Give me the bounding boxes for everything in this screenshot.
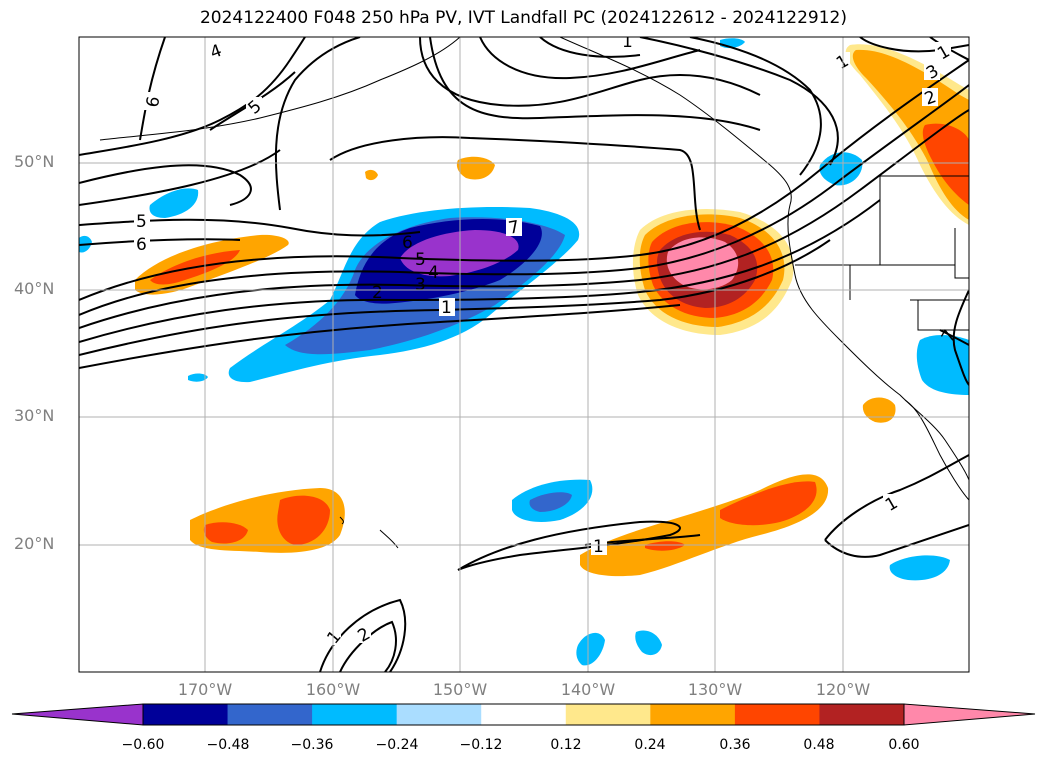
colorbar-box	[396, 704, 482, 725]
colorbar-tick: −0.48	[206, 737, 250, 753]
lat-label-20n: 20°N	[14, 534, 55, 553]
colorbar-tick: −0.12	[459, 737, 503, 753]
contour-labels: 4 6 5 5 6 7 6 5 4 3 2 1 1 1 1 2 1 3 2 1 …	[134, 32, 961, 648]
colorbar-box	[650, 704, 736, 725]
lon-label-160w: 160°W	[305, 680, 361, 699]
colorbar-tick: 0.60	[888, 737, 920, 753]
map-frame	[78, 36, 970, 673]
negative-pv-anomaly-central	[228, 206, 580, 383]
contour-label: 2	[372, 283, 383, 303]
colorbar-extend-min	[11, 703, 144, 726]
positive-pv-anomaly-northeast	[845, 44, 969, 225]
colorbar-extend-max	[903, 703, 1036, 726]
positive-pv-anomaly-offshore	[632, 209, 794, 335]
contour-label: 3	[415, 275, 426, 295]
colorbar-tick: 0.24	[634, 737, 666, 753]
colorbar-tick: 0.36	[719, 737, 751, 753]
lon-label-150w: 150°W	[432, 680, 488, 699]
lat-label-50n: 50°N	[14, 152, 55, 171]
colorbar-tick: −0.36	[290, 737, 334, 753]
contour-label: 6	[402, 233, 413, 253]
colorbar-box	[819, 704, 905, 725]
colorbar-tick: −0.60	[121, 737, 165, 753]
colorbar-tick: 0.12	[550, 737, 582, 753]
contour-label: 5	[244, 96, 265, 118]
pv-contours	[79, 37, 969, 672]
contour-label: 7	[507, 217, 521, 239]
lon-label-130w: 130°W	[687, 680, 743, 699]
contour-label: 5	[136, 212, 147, 232]
lon-label-120w: 120°W	[815, 680, 871, 699]
contour-label: 1	[441, 298, 452, 318]
small-pv-anomalies	[79, 38, 969, 666]
contour-label: 4	[428, 263, 439, 283]
map-title: 2024122400 F048 250 hPa PV, IVT Landfall…	[199, 8, 847, 28]
lon-label-170w: 170°W	[177, 680, 233, 699]
colorbar	[11, 703, 1036, 726]
contour-label: 1	[593, 537, 604, 557]
colorbar-tick: −0.24	[375, 737, 419, 753]
positive-pv-anomaly-subtropical	[190, 474, 829, 577]
colorbar-tick: 0.48	[803, 737, 835, 753]
contour-label: 6	[136, 235, 147, 255]
contour-label: 1	[622, 32, 633, 52]
gridlines	[79, 37, 969, 672]
contour-label: 5	[415, 250, 426, 270]
political-borders	[795, 175, 969, 331]
lon-label-140w: 140°W	[560, 680, 616, 699]
colorbar-box	[565, 704, 651, 725]
colorbar-box	[143, 704, 229, 725]
colorbar-box	[481, 704, 567, 725]
colorbar-box	[312, 704, 398, 725]
colorbar-box	[734, 704, 820, 725]
lat-label-40n: 40°N	[14, 279, 55, 298]
contour-label: 6	[143, 95, 165, 109]
colorbar-box	[227, 704, 313, 725]
lat-label-30n: 30°N	[14, 406, 55, 425]
